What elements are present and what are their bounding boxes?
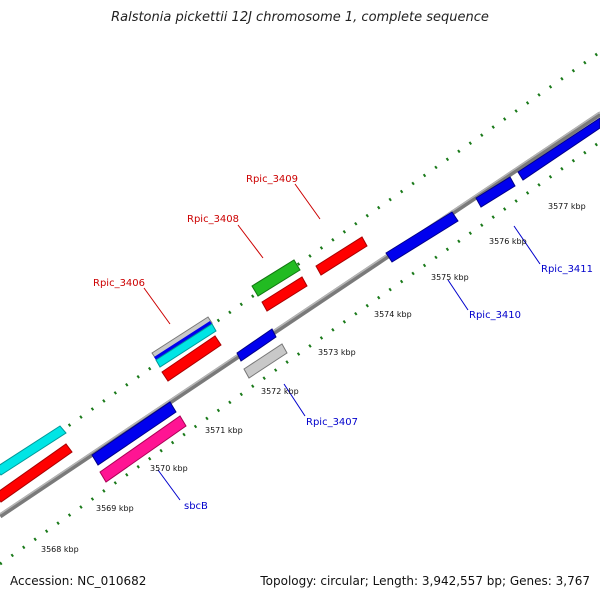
leader-rpic-3410 bbox=[447, 279, 469, 311]
leader-rpic-3407 bbox=[283, 383, 306, 417]
kbp-label: 3571 kbp bbox=[205, 426, 243, 435]
red-feature-3409[interactable] bbox=[315, 236, 368, 276]
gene-label-rpic-3409[interactable]: Rpic_3409 bbox=[246, 174, 298, 185]
kbp-label: 3577 kbp bbox=[548, 202, 586, 211]
red-feature-3406[interactable] bbox=[161, 335, 222, 382]
kbp-labels: 3568 kbp 3569 kbp 3570 kbp 3571 kbp 3572… bbox=[41, 202, 586, 554]
kbp-label: 3569 kbp bbox=[96, 504, 134, 513]
red-feature-3408[interactable] bbox=[261, 276, 308, 312]
gene-label-rpic-3410[interactable]: Rpic_3410 bbox=[469, 310, 521, 321]
blue-feature-3411a[interactable] bbox=[475, 176, 516, 208]
blue-feature-3411b[interactable] bbox=[517, 117, 600, 181]
kbp-label: 3572 kbp bbox=[261, 387, 299, 396]
map-title: Ralstonia pickettii 12J chromosome 1, co… bbox=[111, 10, 489, 25]
blue-feature-3406-stripe[interactable] bbox=[154, 321, 212, 360]
red-feature-left[interactable] bbox=[0, 443, 73, 503]
gene-label-rpic-3411[interactable]: Rpic_3411 bbox=[541, 264, 593, 275]
pink-feature-sbcb[interactable] bbox=[99, 415, 187, 483]
lower-tick-track bbox=[0, 140, 600, 566]
summary-text: Topology: circular; Length: 3,942,557 bp… bbox=[260, 574, 590, 588]
kbp-label: 3575 kbp bbox=[431, 273, 469, 282]
blue-feature-3410[interactable] bbox=[385, 211, 459, 263]
cyan-feature-left[interactable] bbox=[0, 425, 67, 476]
blue-feature-3570[interactable] bbox=[91, 401, 177, 466]
leader-rpic-3409 bbox=[294, 183, 321, 220]
upper-tick-track bbox=[0, 50, 600, 476]
kbp-label: 3576 kbp bbox=[489, 237, 527, 246]
gene-label-rpic-3406[interactable]: Rpic_3406 bbox=[93, 278, 145, 289]
green-feature-3408[interactable] bbox=[251, 259, 301, 297]
gene-label-rpic-3408[interactable]: Rpic_3408 bbox=[187, 214, 239, 225]
gene-label-rpic-3407[interactable]: Rpic_3407 bbox=[306, 417, 358, 428]
leader-sbcb bbox=[157, 469, 181, 501]
cyan-feature-3406[interactable] bbox=[155, 323, 217, 368]
leader-rpic-3406 bbox=[143, 287, 171, 325]
kbp-label: 3574 kbp bbox=[374, 310, 412, 319]
chromosome-backbone-highlight bbox=[0, 111, 600, 515]
gene-label-sbcb[interactable]: sbcB bbox=[184, 501, 208, 512]
kbp-label: 3568 kbp bbox=[41, 545, 79, 554]
gene-labels: Rpic_3406 Rpic_3408 Rpic_3409 sbcB Rpic_… bbox=[93, 174, 593, 512]
leader-rpic-3411 bbox=[513, 225, 541, 265]
accession-text: Accession: NC_010682 bbox=[10, 574, 147, 588]
leader-lines bbox=[143, 183, 541, 501]
kbp-label: 3570 kbp bbox=[150, 464, 188, 473]
feature-bars bbox=[0, 117, 600, 503]
kbp-label: 3573 kbp bbox=[318, 348, 356, 357]
gray-feature-3407[interactable] bbox=[243, 343, 288, 379]
blue-feature-3407a[interactable] bbox=[236, 328, 277, 362]
leader-rpic-3408 bbox=[237, 224, 264, 259]
